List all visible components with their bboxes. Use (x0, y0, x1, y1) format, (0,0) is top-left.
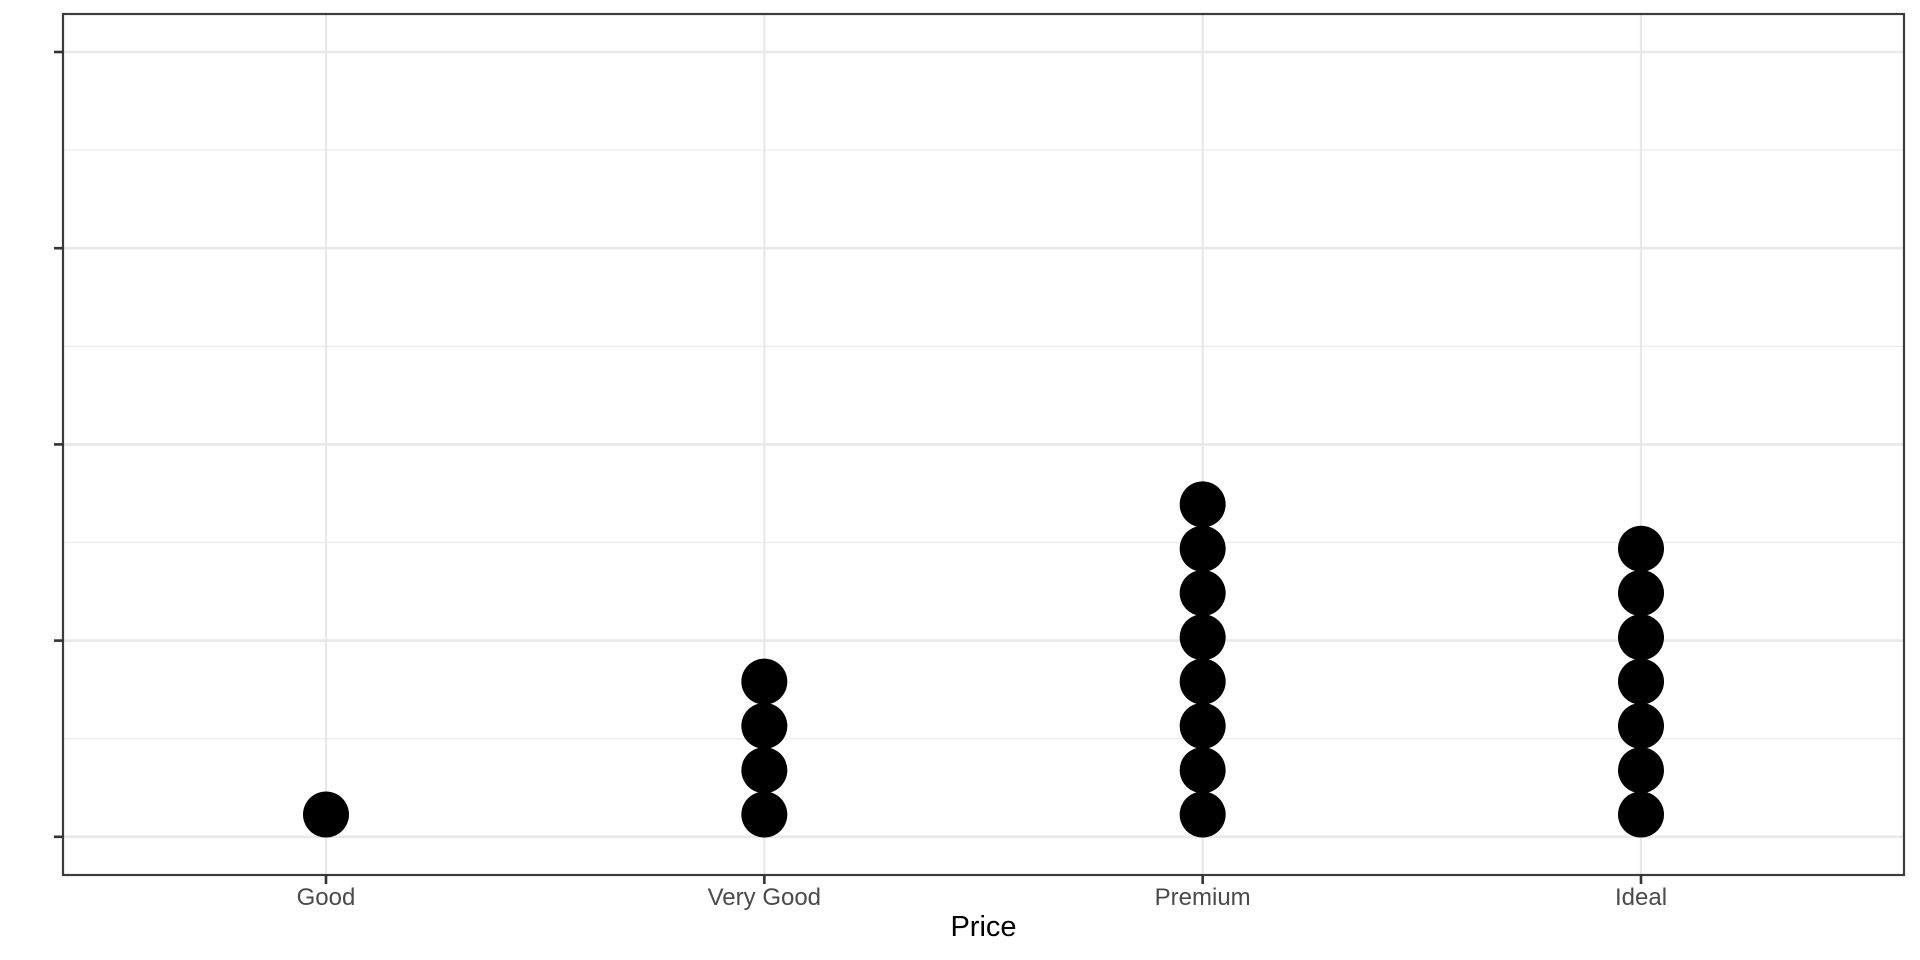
data-dot (1179, 614, 1226, 661)
data-dot (1618, 791, 1664, 838)
data-dot (1179, 702, 1226, 749)
data-dot (741, 658, 788, 705)
data-dot (1618, 570, 1664, 616)
data-dot (1179, 525, 1226, 572)
x-tick-label: Good (296, 884, 356, 911)
data-dot (1618, 658, 1664, 705)
data-dot (741, 702, 788, 749)
x-axis-title: Price (950, 911, 1017, 943)
data-dot (1618, 747, 1664, 794)
x-tick-label: Ideal (1614, 884, 1668, 911)
x-tick-label: Very Good (707, 884, 822, 911)
data-dot (1179, 481, 1226, 528)
data-dot (1618, 614, 1664, 661)
data-dot (1618, 525, 1664, 572)
data-dot (1179, 658, 1226, 705)
data-dot (1618, 702, 1664, 749)
data-dot (741, 747, 788, 794)
data-dot (303, 791, 349, 838)
data-dot (1179, 791, 1226, 838)
data-dot (741, 791, 788, 838)
x-tick-label: Premium (1154, 884, 1251, 911)
data-dot (1179, 570, 1226, 616)
data-dot (1179, 747, 1226, 794)
